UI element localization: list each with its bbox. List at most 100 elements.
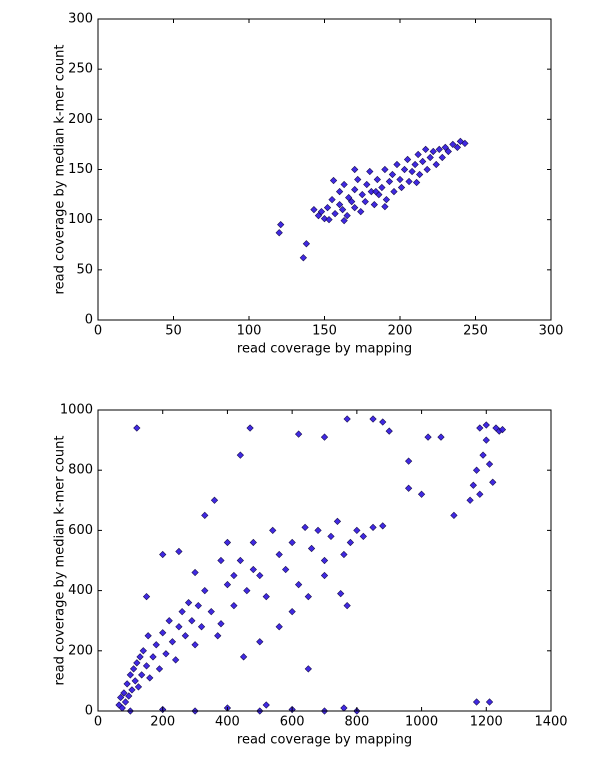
point [405, 177, 413, 186]
point [249, 565, 257, 574]
point [369, 415, 377, 423]
point [343, 602, 351, 610]
point [159, 550, 167, 559]
point [320, 571, 329, 580]
point [131, 677, 139, 685]
point [217, 620, 225, 628]
point [133, 424, 141, 432]
point [304, 592, 312, 601]
point [314, 526, 322, 535]
point [363, 180, 371, 189]
point [184, 599, 193, 607]
point [162, 650, 170, 658]
point [400, 165, 409, 174]
point [214, 632, 222, 640]
point [327, 532, 335, 541]
point [277, 221, 285, 229]
point [370, 200, 378, 209]
point [485, 698, 494, 706]
point [358, 190, 366, 199]
point [236, 556, 244, 565]
point [230, 602, 238, 610]
point [449, 140, 457, 149]
y-tick-label: 150 [68, 162, 93, 177]
point [357, 208, 365, 216]
point [361, 197, 369, 206]
point [275, 550, 283, 559]
point [369, 523, 377, 532]
point [117, 693, 125, 702]
point [340, 704, 348, 712]
y-tick-label: 300 [68, 12, 93, 27]
point [412, 178, 421, 187]
point [320, 215, 329, 223]
point [343, 212, 351, 220]
plot-frame [97, 409, 552, 712]
x-tick-label: 1000 [405, 715, 438, 730]
point [345, 193, 353, 202]
point [340, 217, 348, 225]
point [351, 204, 359, 212]
point [310, 206, 318, 214]
x-axis-label: read coverage by mapping [237, 342, 412, 357]
point [348, 197, 356, 206]
point [301, 523, 309, 532]
point [435, 145, 443, 154]
x-tick-label: 0 [94, 324, 102, 339]
y-tick-label: 1000 [60, 403, 93, 418]
point [354, 175, 362, 184]
point [282, 565, 290, 574]
point [397, 183, 406, 192]
point [337, 589, 345, 598]
point [325, 216, 333, 224]
point [142, 592, 151, 601]
point [385, 427, 393, 435]
point [323, 204, 332, 212]
point [438, 153, 446, 162]
x-tick-label: 50 [165, 324, 182, 339]
point [379, 418, 387, 426]
point [403, 155, 412, 164]
point [188, 617, 196, 625]
point [416, 170, 424, 179]
point [217, 556, 225, 565]
point [482, 436, 490, 444]
point [138, 671, 146, 679]
point [133, 659, 141, 667]
point [351, 165, 359, 174]
point [359, 532, 367, 541]
point [472, 466, 481, 474]
point [424, 433, 432, 441]
y-tick-label: 100 [68, 212, 93, 227]
point [139, 647, 147, 655]
y-tick-label: 0 [85, 704, 93, 719]
point [441, 143, 449, 152]
x-tick-label: 400 [215, 715, 240, 730]
point [128, 686, 136, 694]
point [120, 689, 128, 697]
point [210, 496, 219, 504]
x-tick-label: 200 [388, 324, 413, 339]
point [230, 571, 238, 580]
point [262, 592, 270, 601]
point [304, 665, 312, 673]
point [152, 641, 160, 649]
point [168, 638, 177, 646]
plot-frame [97, 18, 552, 321]
point [178, 608, 186, 616]
point [299, 254, 307, 262]
point [366, 167, 374, 176]
point [329, 176, 338, 185]
point [294, 430, 303, 438]
point [372, 187, 380, 196]
point [429, 147, 437, 156]
point [320, 433, 329, 441]
point [269, 526, 277, 535]
y-axis-label: read coverage by median k-mer count [53, 45, 68, 295]
point [422, 145, 430, 154]
point [469, 481, 477, 489]
point [328, 195, 336, 204]
point [181, 632, 189, 640]
x-axis-label: read coverage by mapping [237, 733, 412, 748]
point [351, 185, 359, 194]
